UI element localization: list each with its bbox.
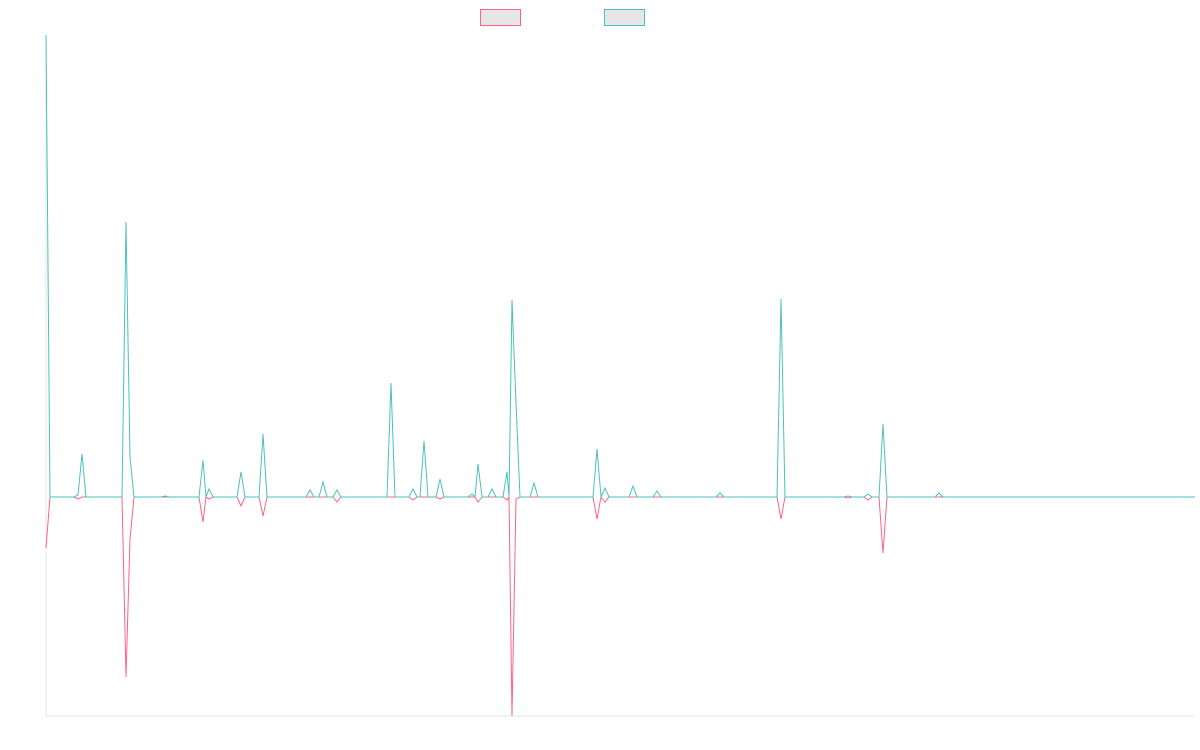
series-line	[45, 34, 1195, 499]
legend	[480, 9, 645, 26]
series-line	[45, 495, 1195, 717]
legend-swatch	[604, 9, 645, 26]
legend-swatch	[480, 9, 521, 26]
